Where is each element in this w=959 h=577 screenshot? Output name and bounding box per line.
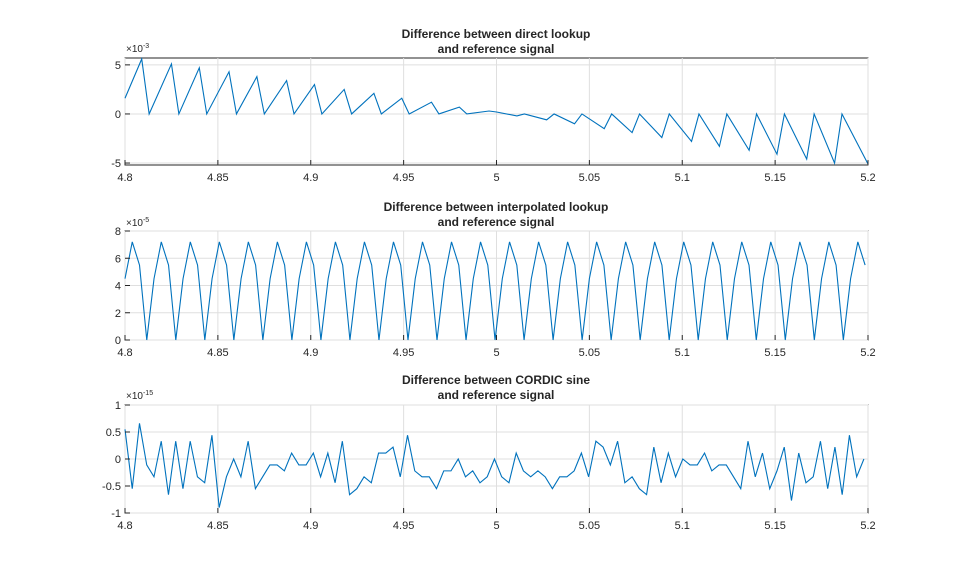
chart-2-x-tick-label: 5.2 [860,347,875,359]
chart-3-x-tick-label: 4.85 [207,520,228,532]
chart-2-title-line2: and reference signal [438,215,555,229]
chart-1-title-line2: and reference signal [438,42,555,56]
chart-3-exponent-label: ×10-15 [126,390,153,402]
chart-1-y-tick-label: 5 [115,60,121,72]
chart-3-y-tick-label: 0.5 [106,427,121,439]
chart-3-title-line2: and reference signal [438,388,555,402]
chart-1-x-tick-label: 5.15 [764,172,785,184]
chart-1-series-line [124,56,869,166]
chart-1-x-tick-label: 5.2 [860,172,875,184]
chart-3-x-tick-label: 4.95 [393,520,414,532]
chart-3-title: Difference between CORDIC sine [402,373,590,387]
chart-1-x-tick-label: 5.1 [675,172,690,184]
chart-2-y-tick-label: 2 [115,308,121,320]
chart-3-series-line [124,423,865,508]
chart-2-exponent-label: ×10-5 [126,217,149,229]
chart-1-y-tick-label: 0 [115,109,121,121]
chart-2-x-tick-label: 5.15 [764,347,785,359]
chart-1-title: Difference between direct lookup [402,27,591,41]
chart-2-x-tick-label: 4.8 [117,347,132,359]
chart-2-y-tick-label: 6 [115,253,121,265]
chart-3-x-tick-label: 5.2 [860,520,875,532]
chart-2-x-tick-label: 4.9 [303,347,318,359]
chart-1-exponent-label: ×10-3 [126,43,149,55]
chart-2-y-tick-label: 4 [115,281,121,293]
chart-2-x-tick-label: 5 [493,347,499,359]
chart-3-y-tick-label: 0 [115,454,121,466]
chart-2-x-tick-label: 4.85 [207,347,228,359]
chart-3-x-tick-label: 5 [493,520,499,532]
chart-1: Difference between direct lookup and ref… [111,27,875,184]
chart-3-x-tick-label: 5.1 [675,520,690,532]
chart-2-y-tick-label: 8 [115,226,121,238]
chart-1-x-tick-label: 5 [493,172,499,184]
chart-3-x-tick-label: 4.9 [303,520,318,532]
chart-1-x-tick-label: 4.8 [117,172,132,184]
chart-2: Difference between interpolated lookup a… [115,200,876,359]
chart-1-y-tick-label: -5 [111,158,121,170]
chart-3-y-tick-label: -1 [111,508,121,520]
chart-1-x-tick-label: 4.85 [207,172,228,184]
chart-2-x-tick-label: 5.05 [579,347,600,359]
chart-3-x-tick-label: 4.8 [117,520,132,532]
chart-2-series-line [124,241,866,341]
chart-3: Difference between CORDIC sine and refer… [102,373,876,532]
chart-2-title: Difference between interpolated lookup [384,200,609,214]
chart-1-x-tick-label: 5.05 [579,172,600,184]
chart-2-y-tick-label: 0 [115,335,121,347]
chart-1-x-tick-label: 4.9 [303,172,318,184]
chart-2-x-tick-label: 5.1 [675,347,690,359]
chart-2-x-tick-label: 4.95 [393,347,414,359]
chart-1-x-tick-label: 4.95 [393,172,414,184]
chart-3-y-tick-label: -0.5 [102,481,121,493]
chart-3-x-tick-label: 5.05 [579,520,600,532]
chart-3-y-tick-label: 1 [115,400,121,412]
chart-3-x-tick-label: 5.15 [764,520,785,532]
